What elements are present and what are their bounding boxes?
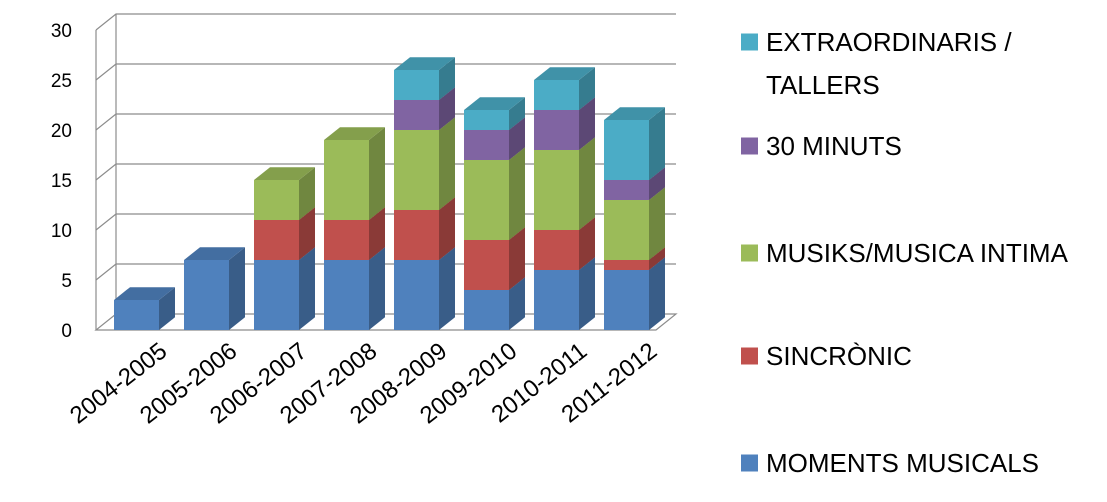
legend-label-30-minuts: 30 MINUTS bbox=[766, 131, 902, 161]
bar-segment-extraordinaris-tallers-top bbox=[394, 57, 455, 70]
bar-segment-extraordinaris-tallers-side bbox=[439, 57, 455, 100]
bar-segment-extraordinaris-tallers-top bbox=[534, 67, 595, 80]
bar-segment-musiks-musica-intima-side bbox=[369, 127, 385, 220]
bar-segment-extraordinaris-tallers-top bbox=[464, 97, 525, 110]
bar-segment-moments-musicals bbox=[394, 260, 439, 330]
bar-segment-extraordinaris-tallers-top bbox=[604, 107, 665, 120]
bar-segment-sincr-nic-side bbox=[439, 197, 455, 260]
bar-segment-moments-musicals bbox=[604, 270, 649, 330]
legend-label-musiks-musica-intima: MUSIKS/MUSICA INTIMA bbox=[766, 238, 1069, 268]
bar-segment-30-minuts-side bbox=[579, 97, 595, 150]
bar-segment-sincr-nic-side bbox=[509, 227, 525, 290]
bar-segment-sincr-nic-side bbox=[369, 207, 385, 260]
bar-segment-moments-musicals bbox=[534, 270, 579, 330]
bar-segment-sincr-nic bbox=[394, 210, 439, 260]
legend-swatch-extraordinaris-tallers bbox=[741, 33, 758, 51]
bar-segment-extraordinaris-tallers-side bbox=[649, 107, 665, 180]
y-tick-label: 25 bbox=[51, 71, 72, 92]
bar-segment-sincr-nic-side bbox=[579, 217, 595, 270]
y-tick-label: 15 bbox=[51, 171, 72, 192]
bar-segment-moments-musicals bbox=[114, 300, 159, 330]
bar-segment-extraordinaris-tallers-side bbox=[509, 97, 525, 130]
y-tick-label: 30 bbox=[51, 21, 72, 42]
bar-segment-musiks-musica-intima-side bbox=[579, 137, 595, 230]
bar-segment-30-minuts bbox=[604, 180, 649, 200]
legend-swatch-30-minuts bbox=[741, 137, 758, 155]
bar-segment-moments-musicals bbox=[464, 290, 509, 330]
bar-segment-extraordinaris-tallers bbox=[464, 110, 509, 130]
bar-segment-musiks-musica-intima-top bbox=[324, 127, 385, 140]
y-tick-label: 0 bbox=[61, 321, 72, 342]
bar-segment-musiks-musica-intima-side bbox=[439, 117, 455, 210]
legend-label-sincr-nic: SINCRÒNIC bbox=[766, 341, 912, 371]
bar-segment-musiks-musica-intima-side bbox=[649, 187, 665, 260]
bar-segment-moments-musicals bbox=[324, 260, 369, 330]
bar-segment-30-minuts bbox=[534, 110, 579, 150]
y-tick-label: 5 bbox=[61, 271, 72, 292]
bar-segment-musiks-musica-intima bbox=[324, 140, 369, 220]
bar-segment-moments-musicals-side bbox=[229, 247, 245, 330]
bar-segment-musiks-musica-intima-top bbox=[254, 167, 315, 180]
bar-segment-sincr-nic bbox=[464, 240, 509, 290]
gridline bbox=[95, 63, 676, 81]
bar-segment-musiks-musica-intima-side bbox=[509, 147, 525, 240]
bar-segment-moments-musicals-side bbox=[159, 287, 175, 330]
y-tick-label: 10 bbox=[51, 221, 72, 242]
bar-segment-30-minuts bbox=[464, 130, 509, 160]
bar-segment-moments-musicals-side bbox=[369, 247, 385, 330]
bar-segment-musiks-musica-intima bbox=[254, 180, 299, 220]
y-tick-label: 20 bbox=[51, 121, 72, 142]
legend-label-extraordinaris-tallers: EXTRAORDINARIS / TALLERS bbox=[766, 27, 1012, 100]
bar-segment-extraordinaris-tallers bbox=[604, 120, 649, 180]
bar-segment-musiks-musica-intima bbox=[604, 200, 649, 260]
bar-segment-sincr-nic-side bbox=[299, 207, 315, 260]
bar-segment-30-minuts-side bbox=[509, 117, 525, 160]
legend-label-moments-musicals: MOMENTS MUSICALS bbox=[766, 448, 1039, 478]
bar-segment-sincr-nic-side bbox=[649, 247, 665, 270]
bar-segment-moments-musicals-side bbox=[509, 277, 525, 330]
bar-segment-extraordinaris-tallers bbox=[534, 80, 579, 110]
legend-swatch-moments-musicals bbox=[741, 454, 758, 472]
bar-segment-extraordinaris-tallers-side bbox=[579, 67, 595, 110]
legend-swatch-musiks-musica-intima bbox=[741, 244, 758, 262]
bar-segment-musiks-musica-intima bbox=[534, 150, 579, 230]
bar-segment-musiks-musica-intima-side bbox=[299, 167, 315, 220]
bar-segment-moments-musicals-side bbox=[439, 247, 455, 330]
bar-segment-moments-musicals-side bbox=[299, 247, 315, 330]
bar-segment-30-minuts-side bbox=[649, 167, 665, 200]
bar-segment-musiks-musica-intima bbox=[464, 160, 509, 240]
bar-segment-moments-musicals-side bbox=[579, 257, 595, 330]
bar-segment-moments-musicals-top bbox=[114, 287, 175, 300]
bar-segment-moments-musicals bbox=[254, 260, 299, 330]
bar-segment-sincr-nic bbox=[604, 260, 649, 270]
bar-segment-extraordinaris-tallers bbox=[394, 70, 439, 100]
bar-segment-moments-musicals bbox=[184, 260, 229, 330]
bar-segment-musiks-musica-intima bbox=[394, 130, 439, 210]
bar-segment-30-minuts bbox=[394, 100, 439, 130]
bar-segment-30-minuts-side bbox=[439, 87, 455, 130]
gridline bbox=[95, 13, 676, 31]
bar-segment-sincr-nic bbox=[254, 220, 299, 260]
bar-segment-moments-musicals-top bbox=[184, 247, 245, 260]
bar-segment-sincr-nic bbox=[324, 220, 369, 260]
bar-segment-sincr-nic bbox=[534, 230, 579, 270]
bar-segment-moments-musicals-side bbox=[649, 257, 665, 330]
legend-swatch-sincr-nic bbox=[741, 347, 758, 365]
